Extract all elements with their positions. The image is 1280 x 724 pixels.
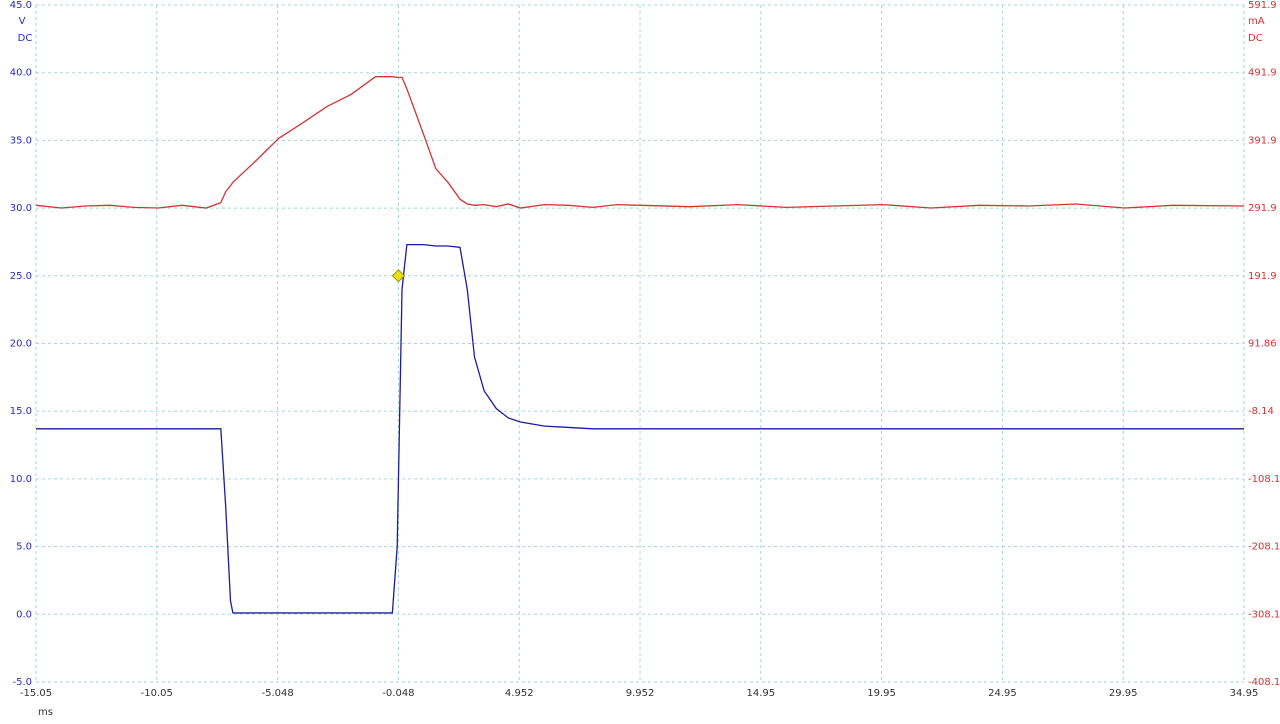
y2-tick-label: 291.9 <box>1248 203 1277 214</box>
y2-tick-label: 491.9 <box>1248 68 1277 79</box>
y-tick-label: 45.0 <box>10 0 32 11</box>
y-tick-label: 5.0 <box>16 542 32 553</box>
y-tick-label: 30.0 <box>10 203 32 214</box>
x-tick-label: 34.95 <box>1230 688 1259 699</box>
y2-tick-label: 591.9 <box>1248 0 1277 11</box>
x-tick-label: 19.95 <box>867 688 896 699</box>
y-tick-label: -5.0 <box>12 677 32 688</box>
series-line <box>36 244 1244 614</box>
y-coupling: DC <box>18 33 33 44</box>
x-tick-label: 9.952 <box>626 688 655 699</box>
y2-tick-label: -108.1 <box>1248 474 1280 485</box>
x-tick-label: 4.952 <box>505 688 534 699</box>
y-tick-label: 35.0 <box>10 135 32 146</box>
y-tick-label: 0.0 <box>16 609 32 620</box>
trigger-marker <box>391 269 406 283</box>
y2-tick-label: -408.1 <box>1248 677 1280 688</box>
x-tick-label: -10.05 <box>141 688 173 699</box>
y2-tick-label: 391.9 <box>1248 135 1277 146</box>
x-tick-label: 14.95 <box>746 688 775 699</box>
x-tick-label: 24.95 <box>988 688 1017 699</box>
x-tick-label: -15.05 <box>20 688 52 699</box>
x-tick-label: -0.048 <box>382 688 414 699</box>
y2-tick-label: 91.86 <box>1248 339 1277 350</box>
y2-tick-label: -308.1 <box>1248 609 1280 620</box>
x-unit: ms <box>38 707 53 718</box>
y-tick-label: 40.0 <box>10 68 32 79</box>
y-tick-label: 20.0 <box>10 339 32 350</box>
y-tick-label: 25.0 <box>10 271 32 282</box>
y2-unit: mA <box>1248 16 1265 27</box>
x-tick-label: 29.95 <box>1109 688 1138 699</box>
y2-tick-label: -208.1 <box>1248 542 1280 553</box>
y-tick-label: 10.0 <box>10 474 32 485</box>
y-tick-label: 15.0 <box>10 406 32 417</box>
y-unit: V <box>19 16 26 27</box>
y2-tick-label: 191.9 <box>1248 271 1277 282</box>
y2-tick-label: -8.14 <box>1248 406 1274 417</box>
series-line <box>35 76 1245 209</box>
x-tick-label: -5.048 <box>262 688 294 699</box>
y2-coupling: DC <box>1248 33 1263 44</box>
